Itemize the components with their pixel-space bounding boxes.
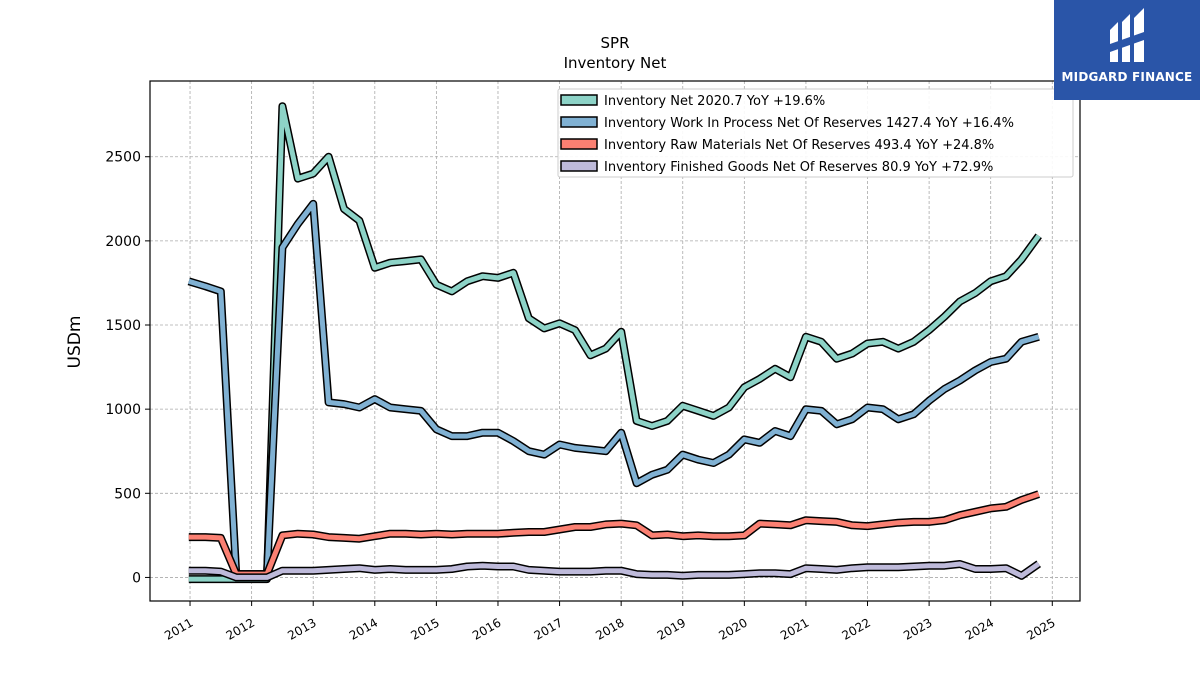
legend-label: Inventory Work In Process Net Of Reserve… xyxy=(604,116,1014,131)
x-tick-label: 2023 xyxy=(901,615,934,642)
x-tick-label: 2018 xyxy=(593,615,626,642)
x-tick-label: 2025 xyxy=(1024,615,1057,642)
legend-label: Inventory Finished Goods Net Of Reserves… xyxy=(604,160,993,175)
x-tick-label: 2011 xyxy=(162,615,195,642)
y-axis-label: USDm xyxy=(65,316,85,369)
y-tick-label: 500 xyxy=(114,486,141,502)
x-tick-label: 2016 xyxy=(470,615,503,642)
brand-logo: MIDGARD FINANCE xyxy=(1054,0,1200,100)
chart-title: SPR xyxy=(601,34,630,52)
plot-frame xyxy=(149,80,1081,602)
series-line-0 xyxy=(188,103,1041,582)
x-tick-label: 2024 xyxy=(963,615,996,642)
legend[interactable]: Inventory Net 2020.7 YoY +19.6% Inventory… xyxy=(557,88,1074,178)
y-tick-label: 1000 xyxy=(105,402,141,418)
series-line-3 xyxy=(188,561,1041,580)
legend-swatch xyxy=(560,94,598,106)
x-tick-label: 2013 xyxy=(285,615,318,642)
legend-box xyxy=(557,88,1074,178)
legend-swatch xyxy=(560,160,598,172)
x-tick-label: 2015 xyxy=(408,615,441,642)
brand-name: MIDGARD FINANCE xyxy=(1061,70,1193,84)
y-tick-label: 2000 xyxy=(105,234,141,250)
chart-subtitle: Inventory Net xyxy=(564,54,667,72)
series-layer xyxy=(187,102,1042,584)
legend-label: Inventory Net 2020.7 YoY +19.6% xyxy=(604,94,825,109)
x-tick-label: 2021 xyxy=(778,615,811,642)
legend-swatch xyxy=(560,116,598,128)
x-tick-label: 2014 xyxy=(347,615,380,642)
x-tick-label: 2022 xyxy=(840,615,873,642)
y-tick-label: 1500 xyxy=(105,318,141,334)
series-line-2 xyxy=(188,491,1040,577)
y-tick-label: 0 xyxy=(132,570,141,586)
series-line-1 xyxy=(188,201,1040,577)
x-tick-label: 2017 xyxy=(532,615,565,642)
x-tick-label: 2019 xyxy=(655,615,688,642)
x-tick-label: 2020 xyxy=(716,615,749,642)
legend-label: Inventory Raw Materials Net Of Reserves … xyxy=(604,138,994,153)
x-tick-label: 2012 xyxy=(224,615,257,642)
brand-mark-icon xyxy=(1110,8,1144,62)
y-tick-label: 2500 xyxy=(105,150,141,166)
legend-swatch xyxy=(560,138,598,150)
